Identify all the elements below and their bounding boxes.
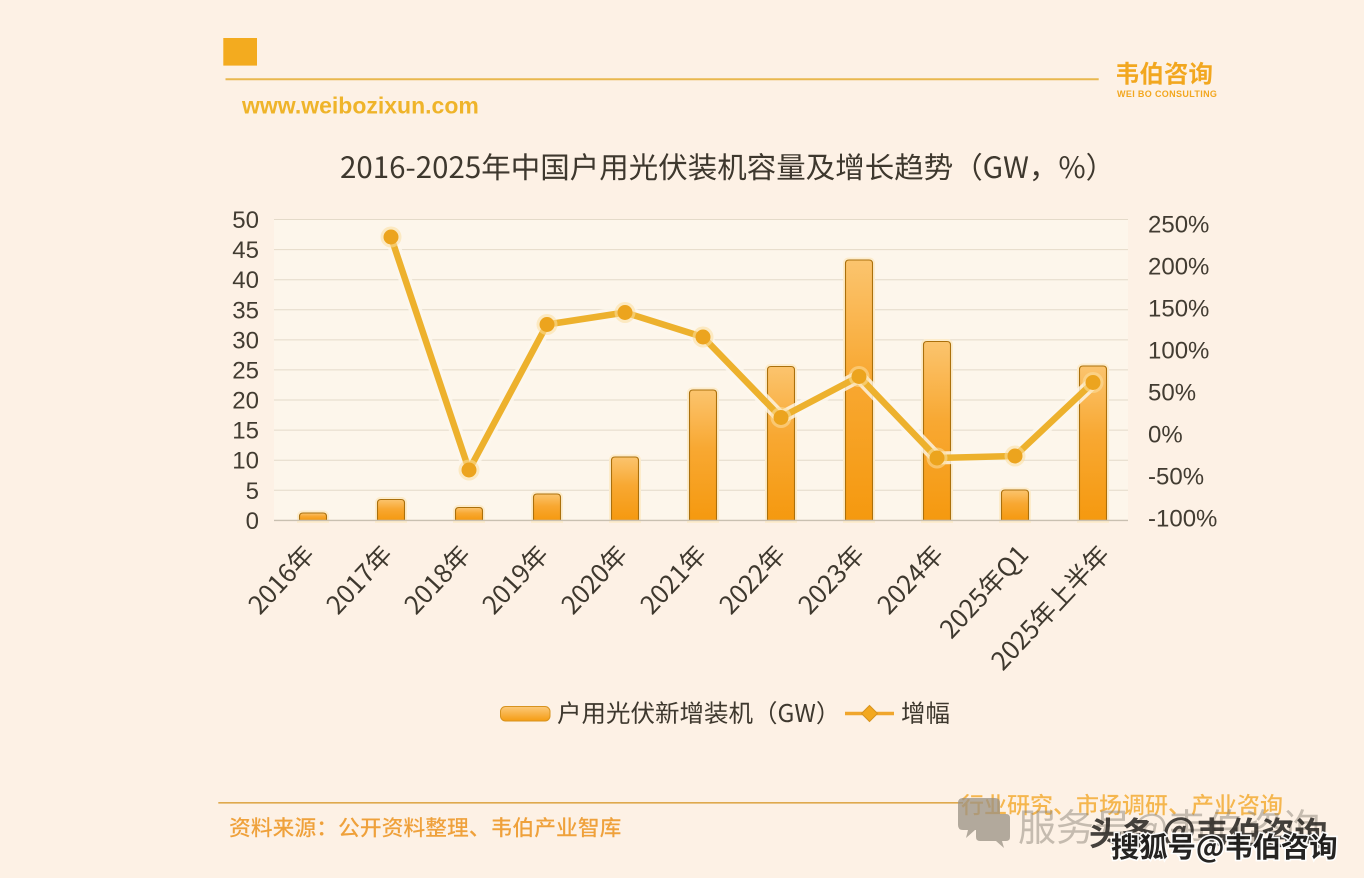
svg-text:www.weibozixun.com: www.weibozixun.com xyxy=(241,93,479,119)
svg-text:30: 30 xyxy=(232,327,259,354)
svg-text:5: 5 xyxy=(246,478,259,505)
svg-text:45: 45 xyxy=(232,237,259,264)
svg-text:0: 0 xyxy=(246,508,259,535)
svg-text:250%: 250% xyxy=(1148,212,1209,239)
svg-text:50: 50 xyxy=(232,207,259,234)
svg-text:50%: 50% xyxy=(1148,380,1196,407)
svg-text:200%: 200% xyxy=(1148,254,1209,281)
svg-text:40: 40 xyxy=(232,267,259,294)
svg-text:150%: 150% xyxy=(1148,296,1209,323)
svg-text:20: 20 xyxy=(232,388,259,415)
svg-text:25: 25 xyxy=(232,357,259,384)
svg-text:15: 15 xyxy=(232,418,259,445)
svg-text:10: 10 xyxy=(232,448,259,475)
svg-text:-50%: -50% xyxy=(1148,464,1204,491)
svg-text:-100%: -100% xyxy=(1148,506,1217,533)
svg-text:0%: 0% xyxy=(1148,422,1183,449)
svg-text:100%: 100% xyxy=(1148,338,1209,365)
svg-text:35: 35 xyxy=(232,297,259,324)
svg-text:WEI BO CONSULTING: WEI BO CONSULTING xyxy=(1117,89,1217,99)
